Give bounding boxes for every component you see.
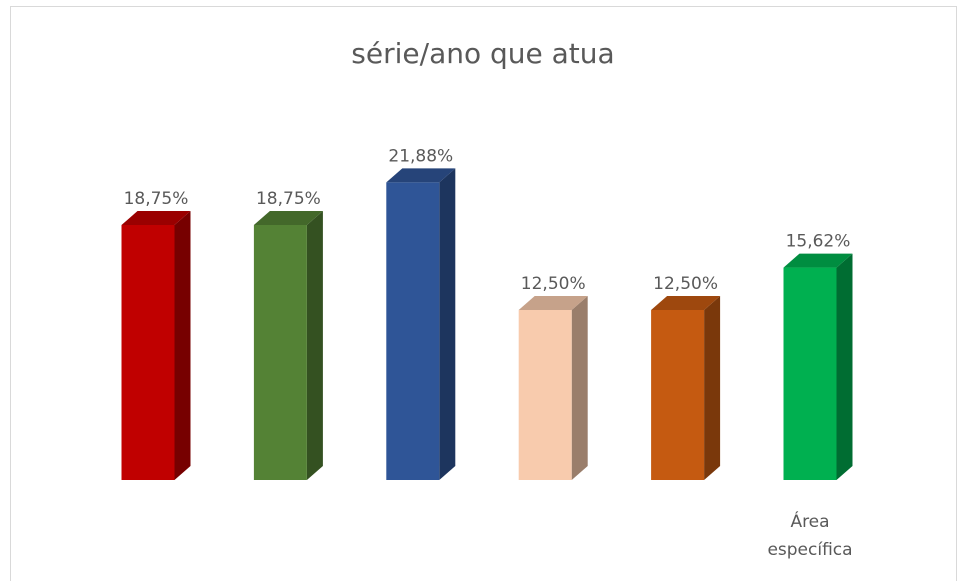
bar bbox=[651, 310, 705, 480]
bar-side bbox=[306, 211, 323, 480]
value-label: 15,62% bbox=[786, 232, 851, 252]
bar-top bbox=[783, 253, 853, 268]
value-label: 18,75% bbox=[256, 189, 321, 209]
value-label: 18,75% bbox=[124, 189, 189, 209]
bar-side bbox=[174, 211, 191, 480]
bar bbox=[518, 310, 572, 480]
bar bbox=[121, 225, 175, 480]
bar-top bbox=[651, 296, 721, 310]
bar-top bbox=[518, 296, 588, 310]
bar-top bbox=[121, 211, 191, 225]
value-label: 21,88% bbox=[388, 146, 453, 166]
x-tick-label: Área específica bbox=[767, 510, 852, 560]
bar bbox=[386, 182, 440, 480]
bar-side bbox=[439, 168, 456, 480]
bar-top bbox=[386, 168, 456, 183]
bar bbox=[253, 225, 307, 480]
value-label: 12,50% bbox=[653, 274, 718, 294]
chart-title: série/ano que atua bbox=[351, 37, 614, 70]
bar-side bbox=[704, 296, 721, 480]
bar-top bbox=[253, 211, 323, 225]
value-label: 12,50% bbox=[521, 274, 586, 294]
bar-side bbox=[836, 253, 853, 480]
bar bbox=[783, 267, 837, 480]
bar-side bbox=[571, 296, 588, 480]
